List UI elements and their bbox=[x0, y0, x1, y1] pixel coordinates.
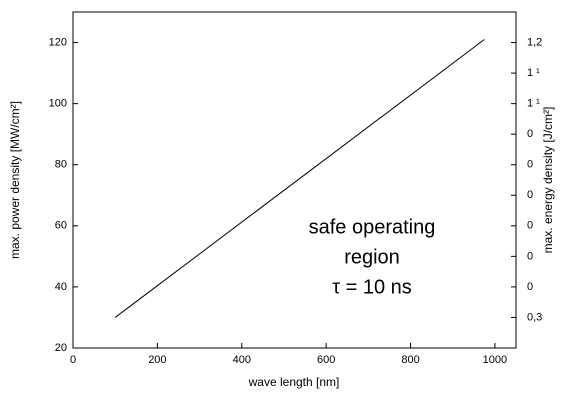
y2-tick-label: 0,3 bbox=[527, 311, 542, 323]
y-tick-label: 40 bbox=[55, 281, 67, 293]
x-tick-label: 400 bbox=[233, 354, 251, 366]
data-line bbox=[114, 39, 485, 318]
y2-tick-label: 0 bbox=[527, 189, 533, 201]
y2-tick-label: 0 bbox=[527, 281, 533, 293]
y2-tick-label: 0 bbox=[527, 159, 533, 171]
x-tick-label: 800 bbox=[401, 354, 419, 366]
y-axis-label: max. power density [MW/cm²] bbox=[8, 101, 22, 259]
x-tick-label: 1000 bbox=[483, 354, 507, 366]
x-axis-label: wave length [nm] bbox=[248, 375, 340, 389]
y2-tick-label: 0 bbox=[527, 128, 533, 140]
y2-tick-label: 1,2 bbox=[527, 36, 542, 48]
y-tick-label: 80 bbox=[55, 159, 67, 171]
y-tick-label: 20 bbox=[55, 342, 67, 354]
x-tick-label: 600 bbox=[317, 354, 335, 366]
x-tick-label: 200 bbox=[148, 354, 166, 366]
y-tick-label: 100 bbox=[49, 98, 67, 110]
annotation: region bbox=[344, 246, 400, 268]
y-tick-label: 60 bbox=[55, 220, 67, 232]
plot-frame bbox=[72, 11, 517, 349]
x-tick-label: 0 bbox=[70, 354, 76, 366]
y-tick-label: 120 bbox=[49, 36, 67, 48]
y2-axis-label: max. energy density [J/cm²] bbox=[541, 107, 555, 254]
y2-tick-label: 0 bbox=[527, 250, 533, 262]
annotation: τ = 10 ns bbox=[332, 276, 412, 298]
annotation: safe operating bbox=[309, 216, 436, 238]
y2-tick-label: 1 ¹ bbox=[527, 67, 540, 79]
y2-tick-label: 0 bbox=[527, 220, 533, 232]
y2-tick-label: 1 ¹ bbox=[527, 98, 540, 110]
